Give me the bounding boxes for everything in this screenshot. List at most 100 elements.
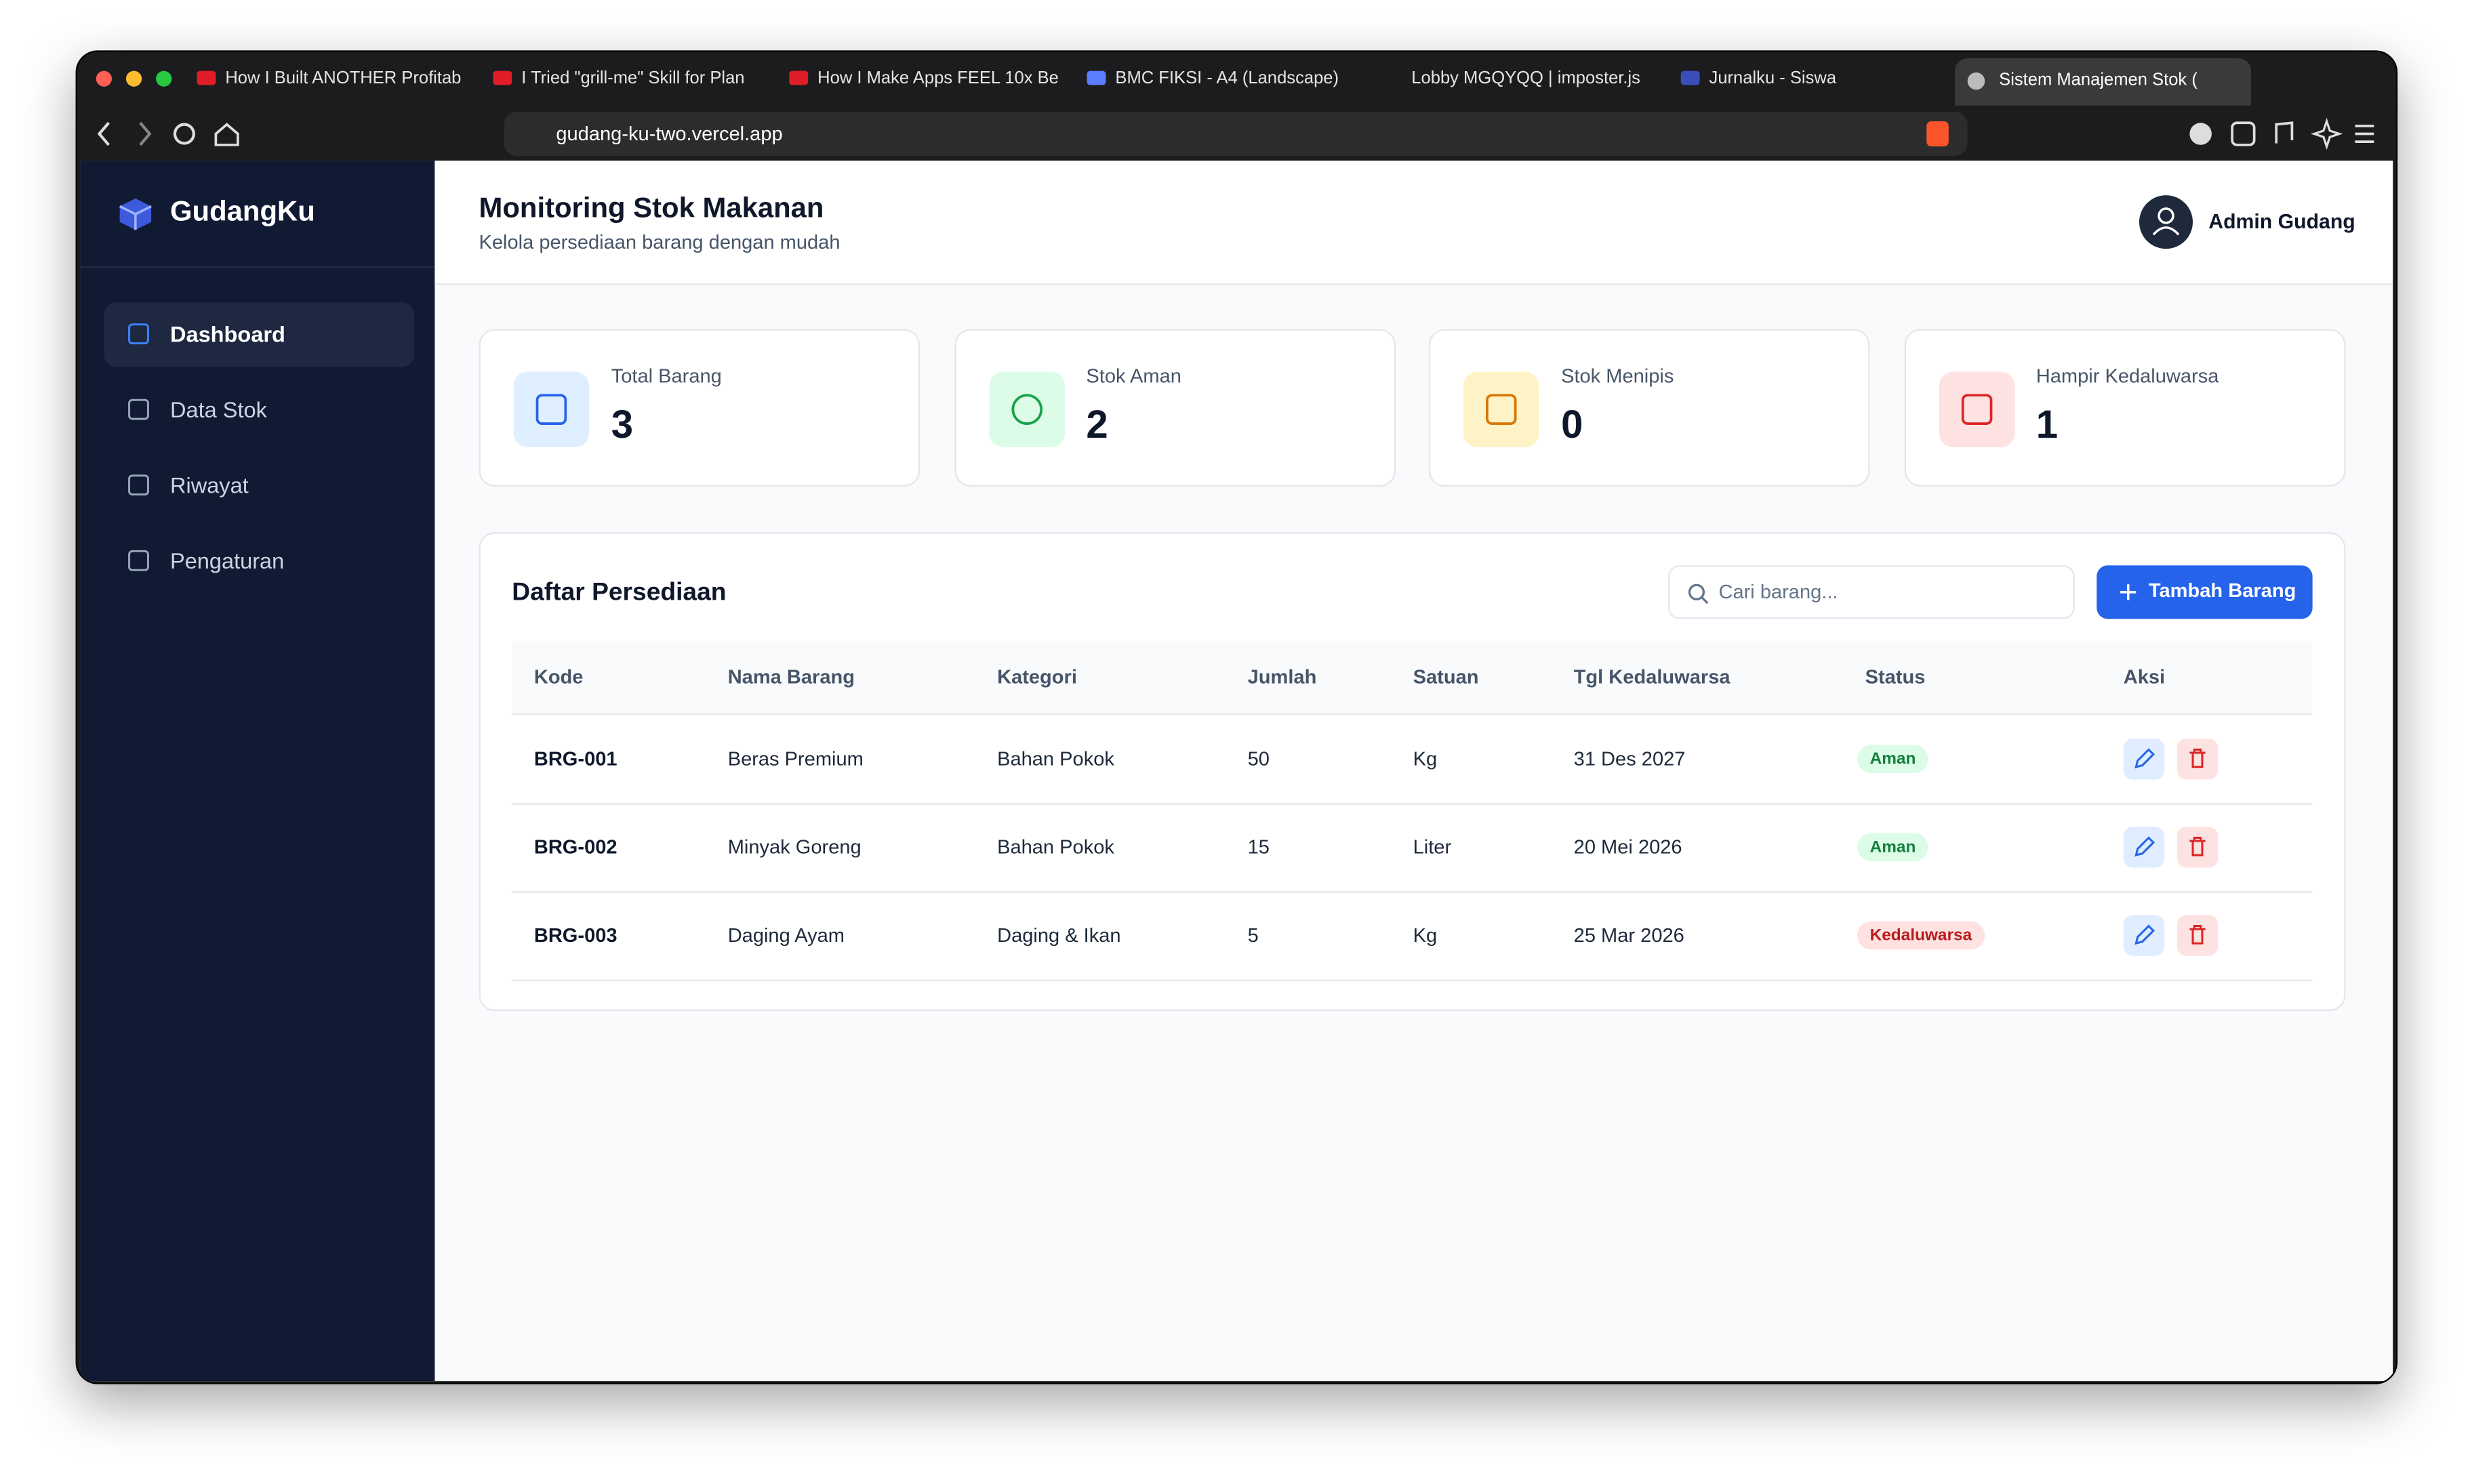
table-row: BRG-003 Daging Ayam Daging & Ikan 5 Kg 25 Mar… <box>512 891 2313 981</box>
brand-logo <box>119 198 152 230</box>
tab-title: I Tried "grill-me" Skill for Plan <box>521 69 745 89</box>
nav-label: Riwayat <box>169 472 249 498</box>
browser-tab[interactable]: How I Make Apps FEEL 10x Be <box>786 62 1070 96</box>
inventory-card: Daftar Persediaan Cari barang... Tambah … <box>479 532 2346 1012</box>
decor <box>1960 394 1992 426</box>
stat-value: 3 <box>611 403 634 448</box>
stat-card: Total Barang 3 <box>479 329 920 487</box>
edit-button[interactable] <box>2123 915 2165 956</box>
nav-item[interactable]: Riwayat <box>104 453 414 518</box>
decor <box>1485 394 1517 426</box>
nav-icon <box>128 474 149 496</box>
decor <box>139 121 152 146</box>
decor <box>128 398 149 420</box>
sidebar: GudangKu Dashboard Data Stok Riwayat Pengat… <box>80 161 435 1382</box>
stat-value: 0 <box>1561 403 1583 448</box>
tab-title: How I Make Apps FEEL 10x Be <box>817 69 1059 89</box>
decor <box>2158 207 2174 224</box>
decor <box>2275 121 2294 144</box>
decor <box>2189 925 2206 945</box>
toolbar-icons[interactable] <box>2188 118 2377 150</box>
min-dot[interactable] <box>125 70 142 87</box>
address-bar[interactable]: gudang-ku-two.vercel.app <box>504 112 1968 157</box>
tab-icon <box>1680 70 1700 85</box>
delete-icon <box>2189 836 2206 857</box>
decor <box>2134 924 2155 945</box>
table-cell: Bahan Pokok <box>997 836 1114 859</box>
nav-icon <box>128 323 149 345</box>
tab-icon <box>789 70 809 85</box>
column-header: Aksi <box>2123 666 2166 688</box>
tab-icon <box>1087 70 1106 85</box>
stat-label: Stok Aman <box>1086 365 1181 388</box>
main: Monitoring Stok Makanan Kelola persediaa… <box>434 161 2393 1381</box>
table-cell: 20 Mei 2026 <box>1573 836 1682 859</box>
avatar[interactable] <box>2138 194 2195 251</box>
url: gudang-ku-two.vercel.app <box>556 123 783 145</box>
table-cell: Bahan Pokok <box>997 747 1114 770</box>
stat-value: 1 <box>2036 403 2059 448</box>
table-cell: BRG-001 <box>533 747 618 770</box>
browser-tab[interactable]: Sistem Manajemen Stok ( <box>1955 58 2251 106</box>
browser-window: How I Built ANOTHER Profitab I Tried "gri… <box>75 50 2398 1384</box>
stat-glyph <box>1485 394 1517 426</box>
status-badge: Aman <box>1857 745 1929 774</box>
table-cell: Liter <box>1413 836 1452 859</box>
nav-item[interactable]: Data Stok <box>104 378 414 442</box>
stat-card: Stok Aman 2 <box>954 329 1395 487</box>
table-cell: 31 Des 2027 <box>1573 747 1686 770</box>
stat-label: Total Barang <box>611 365 722 388</box>
column-header: Nama Barang <box>727 666 855 688</box>
edit-icon <box>2134 836 2155 857</box>
browser-tab[interactable]: Lobby MGQYQQ | imposter.js <box>1380 62 1663 96</box>
delete-button[interactable] <box>2177 738 2219 780</box>
delete-icon <box>2189 748 2206 768</box>
table-row: BRG-001 Beras Premium Bahan Pokok 50 Kg 31 De… <box>512 715 2313 805</box>
delete-button[interactable] <box>2177 915 2219 956</box>
nav-item[interactable]: Dashboard <box>104 302 415 367</box>
tab-title: Lobby MGQYQQ | imposter.js <box>1411 69 1640 89</box>
table-cell: 50 <box>1247 747 1270 770</box>
decor <box>2355 125 2374 144</box>
decor <box>119 205 152 230</box>
max-dot[interactable] <box>156 70 172 87</box>
stat-icon <box>1938 371 2015 448</box>
browser-tab[interactable]: BMC FIKSI - A4 (Landscape) <box>1084 62 1367 96</box>
delete-button[interactable] <box>2177 827 2219 868</box>
decor <box>2134 748 2155 768</box>
tab-strip: How I Built ANOTHER Profitab I Tried "gri… <box>77 52 2396 106</box>
tab-icon <box>493 70 512 85</box>
table-cell: 25 Mar 2026 <box>1573 924 1684 947</box>
table-cell: Daging & Ikan <box>997 924 1121 947</box>
decor <box>173 123 195 145</box>
stat-glyph <box>535 394 567 426</box>
search-placeholder: Cari barang... <box>1718 581 1838 604</box>
stat-glyph <box>1960 394 1992 426</box>
decor <box>2134 836 2155 857</box>
tab-title: BMC FIKSI - A4 (Landscape) <box>1115 69 1339 89</box>
decor <box>2310 118 2343 150</box>
decor <box>1701 596 1709 604</box>
decor <box>2189 836 2206 857</box>
nav-item[interactable]: Pengaturan <box>104 529 414 594</box>
nav-buttons[interactable] <box>93 118 250 149</box>
table-cell: Daging Ayam <box>727 924 845 947</box>
decor <box>128 474 149 496</box>
decor <box>2152 226 2180 236</box>
browser-tab[interactable]: Jurnalku - Siswa <box>1678 62 1961 96</box>
browser-tab[interactable]: How I Built ANOTHER Profitab <box>194 62 477 96</box>
close-dot[interactable] <box>96 70 113 87</box>
table-header: Kode Nama Barang Kategori Jumlah Satuan Tgl K… <box>512 640 2313 716</box>
search-box[interactable]: Cari barang... <box>1668 565 2075 619</box>
decor <box>2120 584 2137 600</box>
nav-label: Data Stok <box>169 396 267 422</box>
edit-button[interactable] <box>2123 738 2165 780</box>
add-button[interactable]: Tambah Barang <box>2097 565 2313 619</box>
decor <box>80 266 435 268</box>
decor <box>2189 748 2206 768</box>
decor <box>2231 121 2256 146</box>
browser-tab[interactable]: I Tried "grill-me" Skill for Plan <box>490 62 773 96</box>
edit-button[interactable] <box>2123 827 2165 868</box>
